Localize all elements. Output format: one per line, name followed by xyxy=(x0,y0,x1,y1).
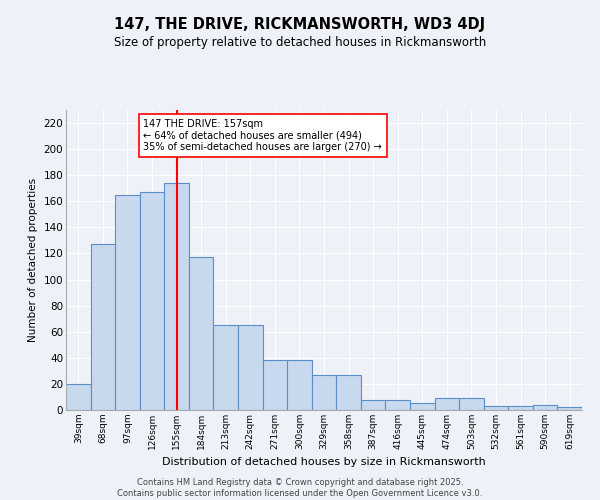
Bar xyxy=(66,384,91,410)
Text: 147 THE DRIVE: 157sqm
← 64% of detached houses are smaller (494)
35% of semi-det: 147 THE DRIVE: 157sqm ← 64% of detached … xyxy=(143,119,382,152)
Bar xyxy=(459,398,484,410)
Bar xyxy=(164,183,189,410)
Bar xyxy=(410,404,434,410)
Bar xyxy=(385,400,410,410)
Text: Size of property relative to detached houses in Rickmansworth: Size of property relative to detached ho… xyxy=(114,36,486,49)
Y-axis label: Number of detached properties: Number of detached properties xyxy=(28,178,38,342)
Bar xyxy=(91,244,115,410)
Bar xyxy=(189,258,214,410)
Bar xyxy=(336,375,361,410)
Text: 147, THE DRIVE, RICKMANSWORTH, WD3 4DJ: 147, THE DRIVE, RICKMANSWORTH, WD3 4DJ xyxy=(115,18,485,32)
Text: Contains HM Land Registry data © Crown copyright and database right 2025.
Contai: Contains HM Land Registry data © Crown c… xyxy=(118,478,482,498)
Bar xyxy=(312,375,336,410)
Bar xyxy=(287,360,312,410)
X-axis label: Distribution of detached houses by size in Rickmansworth: Distribution of detached houses by size … xyxy=(162,458,486,468)
Bar xyxy=(115,195,140,410)
Bar xyxy=(361,400,385,410)
Bar xyxy=(557,408,582,410)
Bar xyxy=(508,406,533,410)
Bar xyxy=(484,406,508,410)
Bar xyxy=(263,360,287,410)
Bar xyxy=(238,325,263,410)
Bar xyxy=(434,398,459,410)
Bar xyxy=(140,192,164,410)
Bar xyxy=(214,325,238,410)
Bar xyxy=(533,405,557,410)
